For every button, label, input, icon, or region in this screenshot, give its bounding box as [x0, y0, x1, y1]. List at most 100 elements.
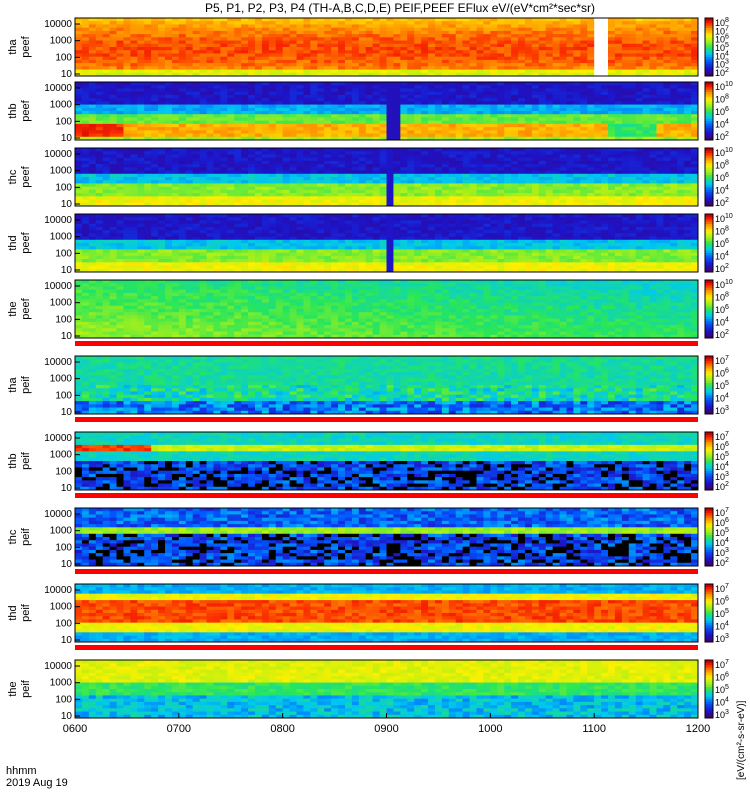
heatmap-cell [179, 171, 186, 175]
heatmap-cell [241, 164, 248, 168]
heatmap-cell [297, 151, 304, 155]
heatmap-cell [518, 167, 525, 171]
heatmap-cell [310, 190, 317, 194]
heatmap-cell [560, 85, 567, 89]
heatmap-cell [677, 167, 684, 171]
heatmap-cell [117, 161, 124, 165]
heatmap-cell [608, 193, 615, 197]
heatmap-cell [546, 21, 553, 25]
heatmap-cell [234, 44, 241, 48]
heatmap-cell [684, 57, 691, 61]
heatmap-cell [165, 28, 172, 32]
heatmap-cell [587, 154, 594, 158]
heatmap-cell [615, 111, 622, 115]
heatmap-cell [338, 50, 345, 54]
heatmap-cell [220, 200, 227, 204]
heatmap-cell [207, 111, 214, 115]
heatmap-cell [504, 177, 511, 181]
heatmap-cell [317, 101, 324, 105]
heatmap-cell [290, 60, 297, 64]
heatmap-cell [89, 111, 96, 115]
colorbar-step [705, 172, 713, 175]
heatmap-cell [144, 164, 151, 168]
heatmap-cell [449, 44, 456, 48]
heatmap-cell [691, 148, 698, 152]
heatmap-cell [594, 196, 601, 200]
heatmap-cell [227, 124, 234, 128]
heatmap-cell [414, 180, 421, 184]
heatmap-cell [290, 180, 297, 184]
heatmap-cell [622, 98, 629, 102]
heatmap-cell [110, 66, 117, 70]
heatmap-cell [470, 98, 477, 102]
heatmap-cell [123, 57, 130, 61]
heatmap-cell [476, 44, 483, 48]
heatmap-cell [435, 95, 442, 99]
heatmap-cell [442, 177, 449, 181]
heatmap-cell [663, 85, 670, 89]
heatmap-cell [553, 47, 560, 51]
heatmap-cell [490, 37, 497, 41]
heatmap-cell [470, 60, 477, 64]
heatmap-cell [504, 21, 511, 25]
heatmap-cell [608, 53, 615, 57]
heatmap-cell [297, 171, 304, 175]
heatmap-cell [283, 50, 290, 54]
heatmap-cell [421, 151, 428, 155]
heatmap-cell [179, 101, 186, 105]
heatmap-cell [456, 82, 463, 86]
heatmap-cell [539, 50, 546, 54]
heatmap-cell [151, 200, 158, 204]
heatmap-cell [179, 108, 186, 112]
heatmap-cell [172, 47, 179, 51]
heatmap-cell [151, 151, 158, 155]
heatmap-cell [96, 31, 103, 35]
heatmap-cell [103, 88, 110, 92]
heatmap-cell [587, 164, 594, 168]
heatmap-cell [456, 124, 463, 128]
heatmap-cell [553, 41, 560, 45]
heatmap-cell [428, 70, 435, 74]
colorbar-step [705, 42, 713, 45]
heatmap-cell [449, 92, 456, 96]
heatmap-cell [324, 158, 331, 162]
heatmap-cell [539, 82, 546, 86]
heatmap-cell [566, 31, 573, 35]
heatmap-cell [359, 34, 366, 38]
heatmap-cell [691, 82, 698, 86]
heatmap-cell [566, 28, 573, 32]
heatmap-cell [670, 196, 677, 200]
heatmap-cell [449, 28, 456, 32]
heatmap-cell [684, 88, 691, 92]
heatmap-cell [393, 164, 400, 168]
heatmap-cell [324, 193, 331, 197]
heatmap-cell [490, 148, 497, 152]
heatmap-cell [123, 167, 130, 171]
heatmap-cell [504, 174, 511, 178]
heatmap-cell [663, 151, 670, 155]
heatmap-cell [546, 31, 553, 35]
heatmap-cell [518, 53, 525, 57]
heatmap-cell [352, 177, 359, 181]
heatmap-cell [186, 53, 193, 57]
heatmap-cell [110, 177, 117, 181]
heatmap-cell [144, 24, 151, 28]
heatmap-cell [470, 167, 477, 171]
colorbar-step [705, 155, 713, 158]
heatmap-cell [352, 158, 359, 162]
heatmap-cell [504, 44, 511, 48]
heatmap-cell [393, 193, 400, 197]
heatmap-cell [580, 183, 587, 187]
heatmap-cell [200, 177, 207, 181]
heatmap-cell [532, 92, 539, 96]
heatmap-cell [89, 50, 96, 54]
heatmap-cell [608, 88, 615, 92]
heatmap-cell [255, 167, 262, 171]
heatmap-cell [345, 180, 352, 184]
heatmap-cell [656, 98, 663, 102]
heatmap-cell [130, 34, 137, 38]
heatmap-cell [380, 117, 387, 121]
heatmap-cell [82, 117, 89, 121]
heatmap-cell [539, 130, 546, 134]
heatmap-cell [186, 60, 193, 64]
